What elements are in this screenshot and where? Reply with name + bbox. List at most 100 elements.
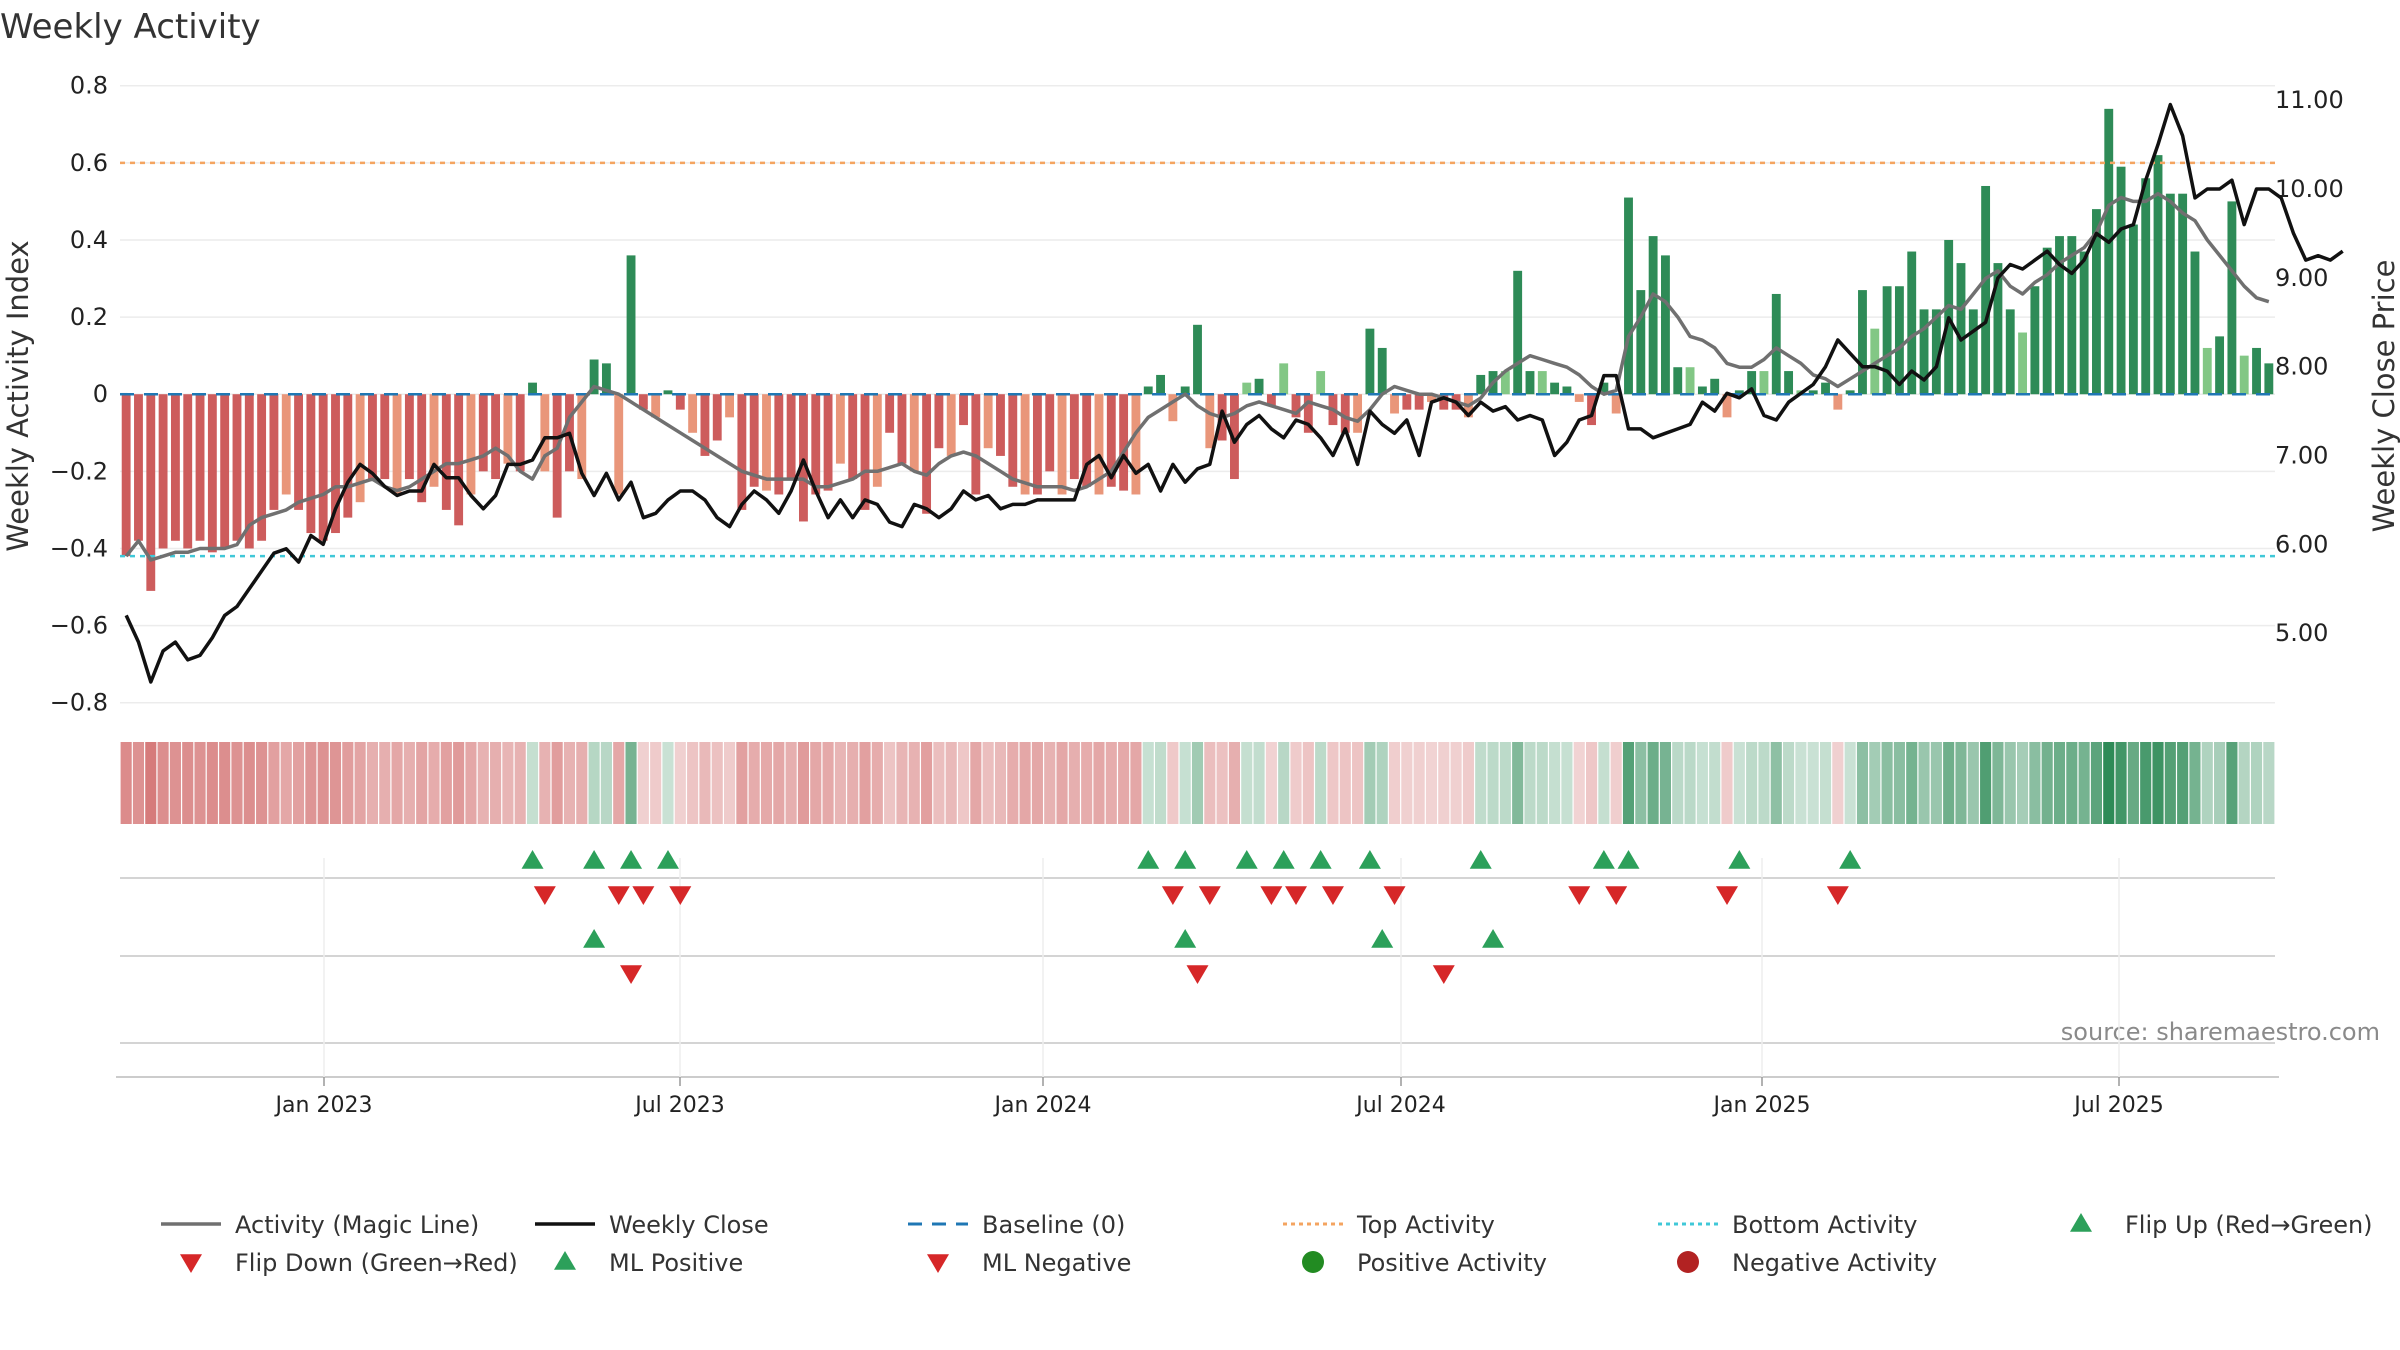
heat-cell <box>1672 742 1684 824</box>
activity-bar <box>1611 394 1621 414</box>
heat-cell <box>2078 742 2090 824</box>
legend-label: Positive Activity <box>1357 1249 1547 1277</box>
heat-cell <box>600 742 612 824</box>
heat-cell <box>1930 742 1942 824</box>
activity-bar <box>577 394 587 480</box>
activity-bar <box>380 394 390 480</box>
flip-up-marker <box>1839 850 1862 869</box>
tick-labels: 0.8 0.6 0.4 0.2 0 −0.2 −0.4 −0.6 −0.8 11.00 10.00 9… <box>50 72 2344 717</box>
activity-bar <box>1365 328 1375 395</box>
activity-bar <box>1057 394 1067 495</box>
heat-cell <box>145 742 157 824</box>
heat-cell <box>2263 742 2275 824</box>
activity-bar <box>2104 108 2114 395</box>
heat-cell <box>773 742 785 824</box>
legend-label: Negative Activity <box>1732 1249 1937 1277</box>
activity-bar <box>1784 371 1794 395</box>
flip-up-marker <box>1272 850 1295 869</box>
activity-bar <box>872 394 882 487</box>
activity-bar <box>1156 374 1165 395</box>
heat-cell <box>2041 742 2053 824</box>
legend-swatch <box>554 1251 576 1270</box>
legend-swatch <box>2070 1213 2092 1232</box>
heat-cell <box>2053 742 2066 824</box>
heat-cell <box>1352 742 1364 824</box>
activity-bar <box>1759 371 1769 395</box>
flip-up-marker <box>1358 850 1381 869</box>
heat-cell <box>896 742 908 824</box>
activity-bar <box>762 394 771 491</box>
legend-label: Flip Up (Red→Green) <box>2125 1211 2373 1239</box>
heat-cell <box>908 742 920 824</box>
heat-cell <box>1770 742 1782 824</box>
x-tick-label: Jan 2024 <box>993 1093 1092 1118</box>
heat-cell <box>1056 742 1068 824</box>
activity-bar <box>1648 236 1658 395</box>
activity-bar <box>2178 193 2188 395</box>
activity-bar <box>2141 178 2151 395</box>
heat-cell <box>1746 742 1758 824</box>
activity-bar <box>1045 394 1055 472</box>
heat-cell <box>317 742 329 824</box>
activity-bar <box>663 390 673 395</box>
heat-cell <box>2127 742 2139 824</box>
legend-swatch <box>1302 1251 1324 1273</box>
flip-up-marker <box>1592 850 1615 869</box>
activity-bar <box>712 394 722 441</box>
activity-bar <box>331 394 340 534</box>
activity-bar <box>1106 394 1116 487</box>
activity-bar <box>2042 247 2052 395</box>
ml-negative-marker <box>1432 965 1455 984</box>
activity-bar <box>404 394 414 480</box>
signal-markers <box>521 850 1862 984</box>
activity-bar <box>466 394 476 495</box>
activity-bar <box>1316 371 1326 395</box>
activity-bar <box>1956 263 1966 395</box>
flip-up-marker <box>1617 850 1640 869</box>
heat-cell <box>120 742 132 824</box>
activity-bar <box>294 394 303 510</box>
flip-down-marker <box>607 886 630 905</box>
flip-up-marker <box>656 850 679 869</box>
weekly-close-line <box>124 102 2344 684</box>
activity-bar <box>1414 394 1424 410</box>
heat-cell <box>305 742 317 824</box>
flip-down-marker <box>533 886 556 905</box>
y-tick-left: −0.8 <box>50 689 108 717</box>
activity-bar <box>589 359 599 395</box>
heat-cell <box>1807 742 1819 824</box>
activity-bar <box>971 394 981 495</box>
heat-cell <box>859 742 871 824</box>
heat-cell <box>2189 742 2201 824</box>
flip-up-marker <box>1469 850 1492 869</box>
activity-bar <box>1119 394 1129 491</box>
heat-cell <box>526 742 539 824</box>
magic-line <box>124 191 2270 562</box>
heat-cell <box>551 742 563 824</box>
activity-bar <box>1242 382 1252 395</box>
flip-down-marker <box>1383 886 1406 905</box>
activity-bar <box>1008 394 1018 487</box>
heat-cell <box>576 742 588 824</box>
activity-bar <box>1808 390 1818 395</box>
heat-cell <box>206 742 218 824</box>
heat-cell <box>970 742 982 824</box>
flip-up-marker <box>583 850 606 869</box>
activity-bar <box>1476 374 1486 395</box>
activity-bar <box>2018 332 2027 395</box>
activity-bar <box>1032 394 1042 495</box>
flip-down-marker <box>1568 886 1591 905</box>
heat-cell <box>1241 742 1253 824</box>
activity-bar <box>2252 347 2261 395</box>
heat-cell <box>1598 742 1610 824</box>
activity-bar <box>1734 390 1744 395</box>
activity-bar <box>799 394 808 522</box>
activity-bar <box>1599 382 1609 395</box>
heat-cell <box>810 742 822 824</box>
activity-bar <box>1427 394 1436 402</box>
heat-cell <box>1093 742 1105 824</box>
activity-bar <box>1390 394 1399 414</box>
heat-cell <box>1709 742 1721 824</box>
activity-bars <box>121 108 2274 591</box>
flip-down-marker <box>632 886 655 905</box>
